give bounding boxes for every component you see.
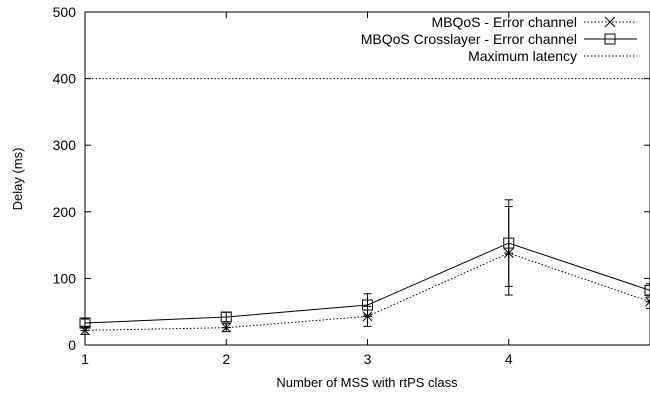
data-point-stroke xyxy=(645,301,650,307)
y-tick-label: 100 xyxy=(53,270,77,286)
y-tick-label: 300 xyxy=(53,137,77,153)
x-tick-label: 2 xyxy=(222,351,230,367)
series-layer xyxy=(79,78,650,336)
data-point xyxy=(645,296,650,303)
x-axis-title: Number of MSS with rtPS class xyxy=(276,375,458,390)
y-tick-label: 500 xyxy=(53,4,77,20)
legend-marker-stroke xyxy=(604,16,616,28)
y-ticks: 0 100 200 300 400 500 xyxy=(53,4,650,353)
y-axis-title: Delay (ms) xyxy=(10,148,25,211)
x-tick-label: 1 xyxy=(81,351,89,367)
x-tick-label: 4 xyxy=(505,351,513,367)
y-tick-label: 200 xyxy=(53,204,77,220)
data-point xyxy=(644,284,650,296)
legend-label: Maximum latency xyxy=(468,48,577,64)
y-tick-label: 400 xyxy=(53,71,77,87)
series-1 xyxy=(80,205,650,336)
legend-label: MBQoS Crosslayer - Error channel xyxy=(361,31,577,47)
data-point xyxy=(604,33,616,45)
x-tick-label: 3 xyxy=(364,351,372,367)
legend-label: MBQoS - Error channel xyxy=(432,14,578,30)
data-point xyxy=(79,317,91,329)
data-point xyxy=(503,237,515,249)
data-point xyxy=(362,299,373,311)
series-line xyxy=(84,252,650,331)
series-2 xyxy=(79,199,650,329)
y-tick-label: 0 xyxy=(68,337,76,353)
data-point xyxy=(220,311,232,323)
x-ticks: 1 2 3 4 xyxy=(81,12,513,367)
